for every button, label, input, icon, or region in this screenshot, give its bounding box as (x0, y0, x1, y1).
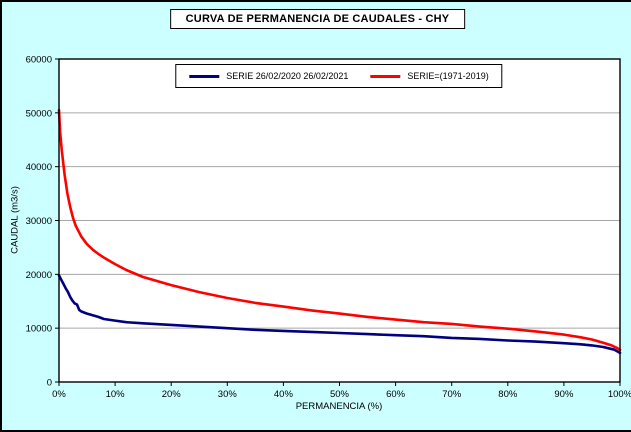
x-tick-label: 100% (608, 389, 631, 400)
x-tick-label: 50% (330, 389, 350, 400)
y-tick-label: 60000 (26, 55, 52, 66)
x-tick-label: 80% (498, 389, 518, 400)
y-tick-label: 30000 (26, 216, 52, 227)
series-line-1 (57, 108, 622, 352)
x-tick-label: 0% (52, 389, 66, 400)
x-tick-label: 90% (554, 389, 574, 400)
legend-label-serie-1971-2019: SERIE=(1971-2019) (407, 71, 489, 81)
x-tick-label: 10% (106, 389, 126, 400)
y-tick-label: 50000 (26, 108, 52, 119)
y-axis-title: CAUDAL (m3/s) (9, 186, 21, 254)
legend-line-sample-blue (189, 74, 220, 78)
legend-item-serie-1971-2019: SERIE=(1971-2019) (370, 71, 489, 81)
y-tick-label: 40000 (26, 162, 52, 173)
legend-line-sample-red (370, 74, 401, 78)
x-tick-label: 60% (386, 389, 406, 400)
y-tick-label: 0 (47, 378, 52, 389)
x-tick-label: 40% (274, 389, 294, 400)
x-tick-label: 30% (218, 389, 238, 400)
series-line-0 (57, 274, 622, 355)
y-tick-label: 20000 (26, 270, 52, 281)
legend: SERIE 26/02/2020 26/02/2021 SERIE=(1971-… (175, 64, 503, 88)
legend-label-serie-2020-2021: SERIE 26/02/2020 26/02/2021 (226, 71, 349, 81)
x-tick-label: 20% (162, 389, 182, 400)
chart-title: CURVA DE PERMANENCIA DE CAUDALES - CHY (185, 13, 450, 25)
x-axis-title: PERMANENCIA (%) (295, 401, 383, 412)
x-tick-label: 70% (442, 389, 462, 400)
y-tick-label: 10000 (26, 324, 52, 335)
chart-title-box: CURVA DE PERMANENCIA DE CAUDALES - CHY (169, 9, 466, 29)
legend-item-serie-2020-2021: SERIE 26/02/2020 26/02/2021 (189, 71, 348, 81)
